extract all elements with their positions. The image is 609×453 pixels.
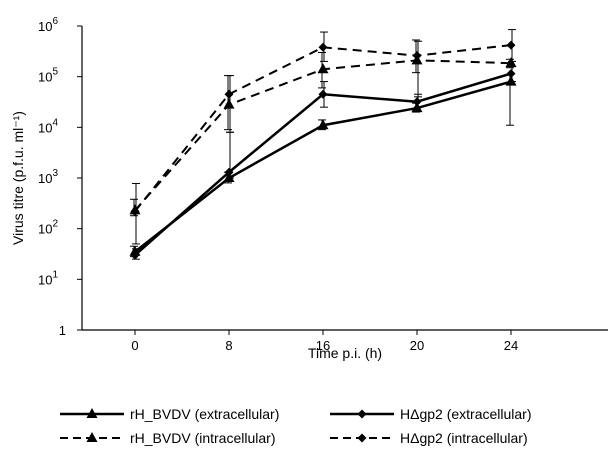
legend-label: HΔgp2 (intracellular) <box>400 430 528 446</box>
data-point-marker <box>130 250 140 260</box>
y-tick-label: 106 <box>38 16 58 34</box>
series-lines <box>134 44 512 257</box>
data-point-marker <box>224 167 234 177</box>
series-line <box>134 59 512 212</box>
x-tick-label: 8 <box>225 338 232 353</box>
legend-label: rH_BVDV (extracellular) <box>130 406 279 422</box>
data-point-marker <box>130 206 140 216</box>
y-tick-exponent: 4 <box>52 117 58 128</box>
legend-marker <box>86 432 98 442</box>
data-point-marker <box>223 172 235 182</box>
x-tick-label: 24 <box>504 338 518 353</box>
y-tick-base: 10 <box>38 171 52 186</box>
series-line <box>134 72 512 257</box>
data-point-marker <box>505 75 517 86</box>
series-markers <box>129 40 517 260</box>
data-point-marker <box>317 119 329 130</box>
legend-marker <box>357 409 367 419</box>
y-tick-exponent: 5 <box>52 67 58 78</box>
y-tick-base: 10 <box>38 272 52 287</box>
axes <box>81 26 608 331</box>
legend-label: HΔgp2 (extracellular) <box>400 406 532 422</box>
y-tick-base: 10 <box>38 120 52 135</box>
x-ticks: 0 8 16 20 24 <box>131 330 518 353</box>
data-point-marker <box>506 40 516 50</box>
y-tick-base: 10 <box>38 70 52 85</box>
data-point-marker <box>505 57 517 68</box>
data-point-marker <box>224 89 234 99</box>
y-tick-label: 101 <box>38 269 58 287</box>
legend-marker <box>357 433 367 443</box>
y-tick-label: 102 <box>38 219 58 237</box>
y-tick-exponent: 2 <box>52 219 58 230</box>
y-tick-exponent: 1 <box>52 269 58 280</box>
data-point-marker <box>506 69 516 79</box>
y-tick-label: 1 <box>59 323 66 338</box>
data-point-marker <box>412 97 422 107</box>
data-point-marker <box>318 89 328 99</box>
y-tick-base: 10 <box>38 222 52 237</box>
data-point-marker <box>412 51 422 61</box>
y-tick-base: 10 <box>38 19 52 34</box>
data-point-marker <box>411 102 423 113</box>
y-tick-exponent: 6 <box>52 16 58 27</box>
data-point-marker <box>318 42 328 52</box>
x-tick-label: 16 <box>316 338 330 353</box>
y-tick-exponent: 3 <box>52 168 58 179</box>
data-point-marker <box>317 63 329 74</box>
data-point-marker <box>223 98 235 109</box>
y-tick-label: 104 <box>38 117 58 135</box>
y-tick-base: 1 <box>59 323 66 338</box>
y-tick-label: 105 <box>38 67 58 85</box>
y-axis-title: Virus titre (p.f.u. ml⁻¹) <box>10 111 26 245</box>
x-tick-label: 20 <box>410 338 424 353</box>
x-tick-label: 0 <box>131 338 138 353</box>
legend: rH_BVDV (extracellular) HΔgp2 (extracellu… <box>60 406 532 446</box>
y-tick-label: 103 <box>38 168 58 186</box>
x-axis-title: Time p.i. (h) <box>308 345 382 361</box>
legend-marker <box>86 408 98 418</box>
legend-label: rH_BVDV (intracellular) <box>130 430 275 446</box>
